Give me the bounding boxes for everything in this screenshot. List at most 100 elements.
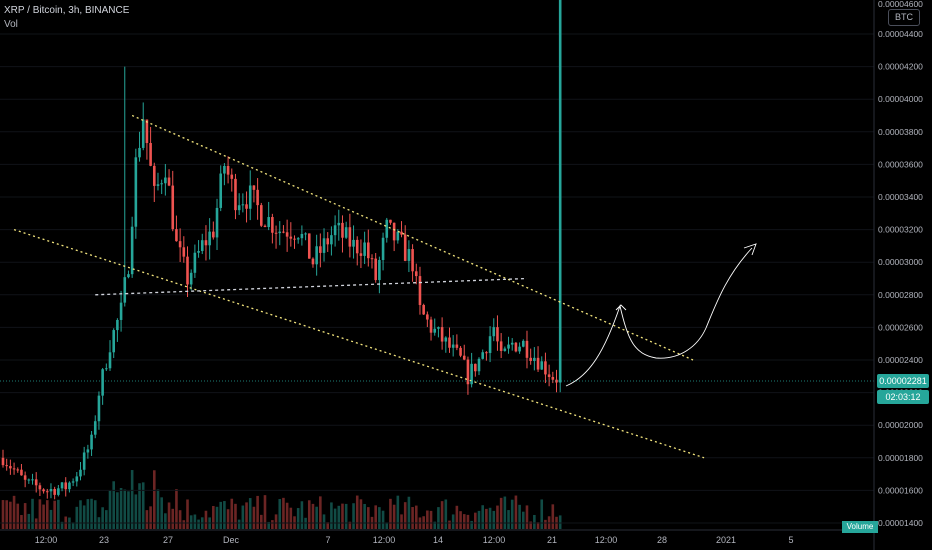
volume-bar [16,503,20,529]
candle-body [337,222,341,226]
volume-bar [1,500,5,529]
upper-channel-line[interactable] [131,114,694,361]
volume-bar [311,503,315,529]
candle-body [123,277,127,303]
candle-body [252,185,256,190]
candle-body [462,355,466,360]
candle-body [178,241,182,248]
time-tick-label: 14 [433,535,443,545]
volume-bar [141,482,145,529]
volume-bar [93,500,97,529]
candle-body [31,479,34,481]
candle-body [79,469,82,477]
time-tick-label: Dec [223,535,240,545]
peak-marker [615,304,627,311]
candle-body [20,469,23,476]
volume-bar [355,495,359,529]
candle-body [536,357,540,370]
candle-body [34,479,38,486]
candle-body [525,340,529,358]
volume-bar [112,481,115,529]
drawings[interactable] [565,243,757,387]
candle-body [558,0,562,383]
candle-body [119,302,123,320]
volume-bar [38,499,42,529]
price-tick-label: 0.00002000 [878,420,923,430]
volume-bar [285,502,289,529]
candle-body [499,341,503,351]
candle-body [533,357,536,361]
candle-body [164,177,167,184]
candle-body [108,352,112,369]
candle-body [271,217,274,233]
volume-bar [119,488,123,529]
candle-body [344,227,348,238]
volume-bar [9,501,12,529]
volume-bar [230,498,234,529]
volume-bar [27,513,31,529]
candle-body [182,247,186,257]
neckline[interactable] [95,277,528,296]
candle-body [474,363,477,372]
trendlines[interactable] [13,114,705,459]
candle-body [414,271,418,277]
candle-body [503,348,507,351]
volume-bar [123,489,127,529]
volume-bar [319,496,322,529]
volume-bar [86,499,90,529]
time-axis[interactable]: 12:00 23 27 Dec 7 12:00 14 12:00 21 12:00 28 2021 5 [35,535,794,545]
time-tick-label: 12:00 [373,535,396,545]
volume-bar [330,502,333,529]
currency-badge[interactable]: BTC [888,9,920,26]
price-axis[interactable]: 0.00004600 0.00004400 0.00004200 0.00004000… [878,0,923,528]
volume-bar [352,503,355,529]
candle-body [260,205,263,226]
candle-body [12,468,16,470]
candle-body [392,222,396,241]
volume-bar [348,521,352,529]
candle-body [488,336,492,353]
volume-bar [75,506,79,529]
candle-body [555,379,558,383]
volume-bar [551,504,555,529]
volume-bar [215,506,219,529]
candle-body [204,240,208,246]
lower-channel-line[interactable] [13,228,705,459]
volume-bar [374,505,377,529]
volume-bar [79,500,82,529]
volume-bar [282,497,285,529]
price-tick-label: 0.00004000 [878,94,923,104]
volume-bar [536,522,540,529]
volume-bar [241,505,245,529]
volume-bar [278,499,282,529]
volume-indicator-label: Vol [4,19,18,30]
volume-bar [437,507,440,529]
candle-body [433,328,437,333]
volume-bar [71,522,75,529]
candle-body [333,225,337,236]
volume-bar [23,503,27,529]
candle-body [492,327,496,337]
candle-body [5,465,8,467]
volume-bar [296,508,300,529]
candle-body [134,157,138,227]
projection-drawing[interactable] [565,247,753,387]
volume-bar [455,505,459,529]
volume-bar [341,503,344,529]
candle-body [127,274,130,278]
candle-body [263,225,267,228]
volume-bar [156,489,160,529]
candle-body [167,177,171,186]
candle-body [496,327,499,342]
candle-body [396,231,400,241]
volume-bar [219,501,223,529]
candle-body [411,249,414,272]
candle-body [278,231,282,234]
volume-bar [488,507,492,529]
volume-bar [271,520,274,529]
candle-body [363,242,366,256]
volume-bar [363,503,366,529]
volume-bar [344,503,348,529]
candle-body [237,205,241,211]
